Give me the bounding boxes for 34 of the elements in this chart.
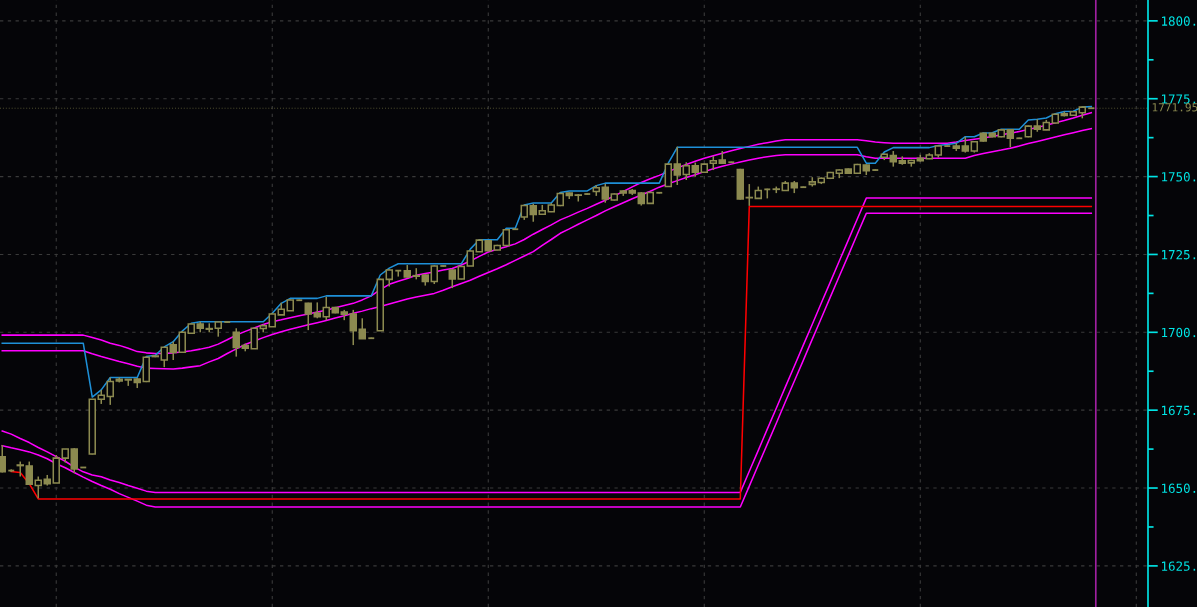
candlestick	[124, 378, 132, 387]
candlestick	[304, 301, 312, 331]
candlestick	[34, 475, 42, 500]
candlestick	[178, 330, 186, 354]
candlestick	[232, 327, 240, 358]
candlestick	[448, 268, 457, 289]
y-tick-label: 1625.	[1162, 561, 1196, 571]
candlestick	[430, 264, 439, 285]
line-series	[1, 105, 1093, 398]
y-tick-label: 1775.	[1162, 94, 1196, 104]
candlestick	[529, 202, 538, 223]
candlestick	[358, 317, 367, 340]
candlestick	[322, 296, 330, 321]
y-tick-label: 1675.	[1162, 405, 1196, 416]
candlestick	[25, 460, 33, 486]
candlestick	[205, 322, 213, 334]
candlestick	[70, 447, 78, 474]
ref-line-label: 1771.95	[1152, 103, 1197, 112]
y-tick-label: 1800.	[1162, 16, 1196, 26]
candlestick	[169, 340, 177, 361]
candlestick	[250, 326, 258, 350]
candlestick	[601, 182, 610, 204]
candlestick	[160, 346, 168, 368]
y-tick-label: 1725.	[1162, 249, 1196, 260]
candlestick	[664, 162, 673, 188]
candlestick	[16, 460, 24, 478]
candlestick	[106, 376, 114, 406]
y-tick-label: 1650.	[1162, 483, 1196, 493]
candlestick	[745, 183, 754, 207]
candlestick	[1006, 128, 1015, 149]
candlestick	[673, 145, 682, 186]
y-tick-label: 1700.	[1162, 327, 1196, 338]
candlestick	[349, 309, 358, 346]
y-tick-label: 1750.	[1162, 172, 1196, 182]
